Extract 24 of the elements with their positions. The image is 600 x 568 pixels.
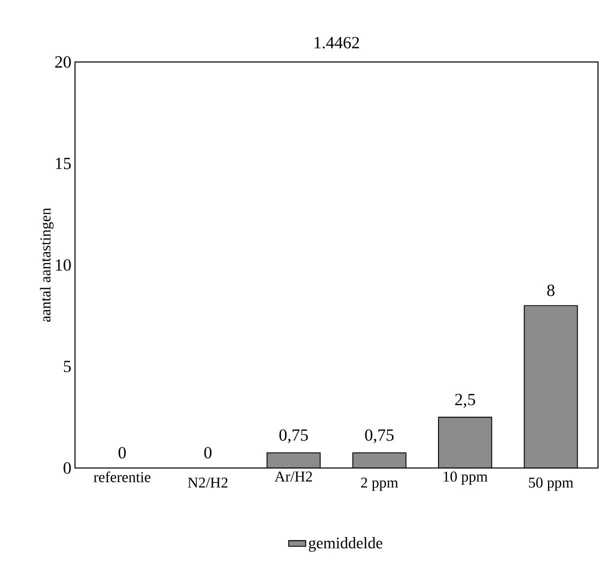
bar [267, 452, 320, 468]
y-tick-label: 5 [64, 360, 71, 372]
x-tick-label: 50 ppm [529, 478, 574, 491]
legend-label: gemiddelde [308, 537, 382, 552]
bar [524, 305, 578, 468]
data-label: 0,75 [365, 429, 394, 444]
x-tick-label: 10 ppm [444, 472, 488, 485]
bar [352, 452, 406, 468]
y-axis-title: aantal aantastingen [40, 208, 54, 322]
x-tick-label: 2 ppm [361, 478, 398, 491]
chart-title: 1.4462 [314, 36, 359, 48]
data-label: 0,75 [279, 429, 308, 444]
data-label: 0 [204, 446, 212, 458]
data-label: 0 [118, 446, 126, 458]
y-tick-label: 0 [64, 462, 71, 474]
data-label: 8 [547, 284, 554, 296]
x-tick-label: Ar/H2 [274, 472, 312, 482]
y-tick-label: 20 [55, 56, 71, 68]
bar [438, 417, 492, 468]
data-label: 2,5 [455, 394, 476, 408]
x-tick-label: referentie [94, 472, 150, 482]
x-tick-label: N2/H2 [188, 478, 228, 488]
y-tick-label: 10 [56, 259, 71, 271]
y-tick-label: 15 [56, 158, 71, 170]
